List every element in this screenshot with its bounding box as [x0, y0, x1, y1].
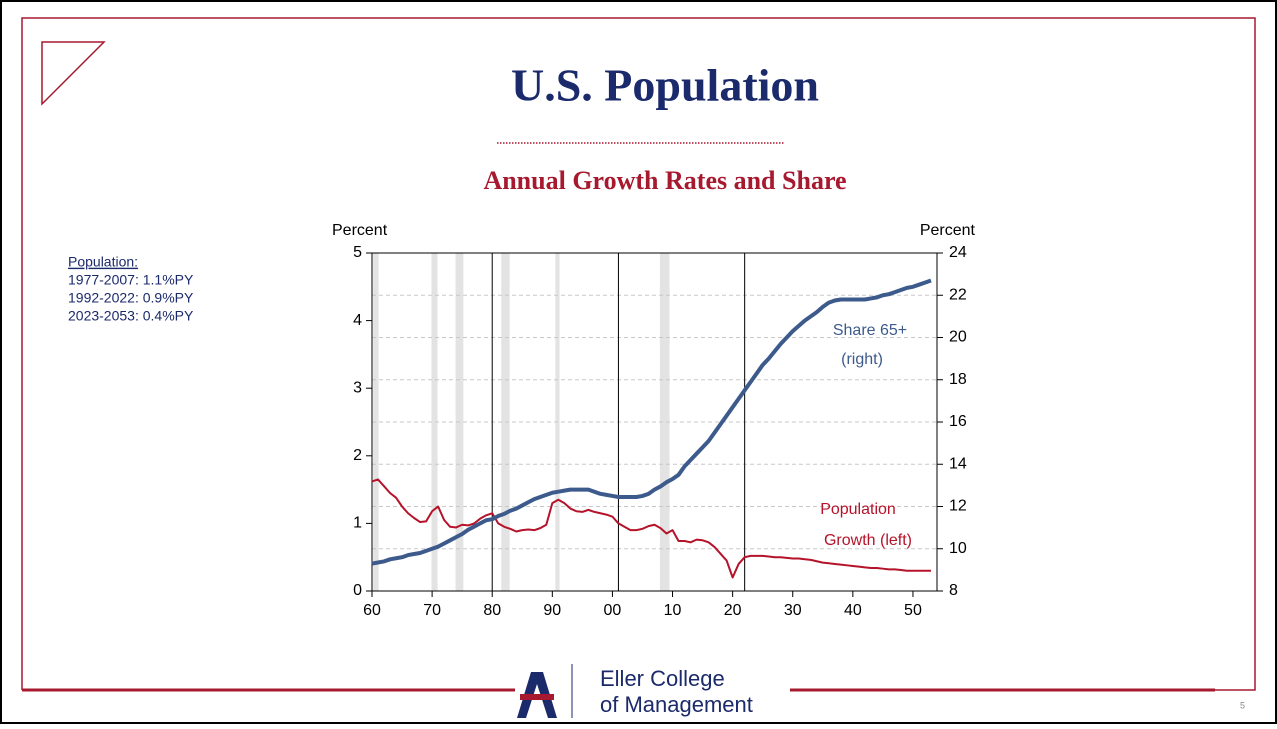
logo: Eller College of Management	[517, 664, 753, 718]
y-tick-label: 1	[353, 515, 362, 532]
y2-tick-label: 12	[949, 498, 967, 515]
shaded-period	[659, 253, 670, 591]
series-line	[371, 478, 931, 579]
note: 1992-2022: 0.9%PY	[68, 290, 194, 306]
shaded-period	[431, 253, 438, 591]
y2-tick-label: 8	[949, 582, 958, 599]
y2-tick-label: 22	[949, 286, 967, 303]
y2-tick-label: 10	[949, 540, 967, 557]
y-tick-label: 2	[353, 447, 362, 464]
y2-tick-label: 24	[949, 244, 967, 261]
x-tick-label: 00	[604, 602, 622, 619]
y2-tick-label: 14	[949, 455, 967, 472]
x-tick-label: 50	[904, 602, 922, 619]
frame	[21, 17, 1256, 691]
annotation: Population	[820, 501, 896, 518]
logo-mark	[517, 672, 557, 718]
x-tick-label: 20	[724, 602, 742, 619]
x-tick-label: 30	[784, 602, 802, 619]
y-axis-label: Percent	[332, 222, 388, 239]
corner-triangle	[41, 41, 106, 106]
logo-text: of Management	[600, 692, 753, 717]
x-tick-label: 10	[664, 602, 682, 619]
notes-heading: Population:	[68, 254, 138, 270]
y2-tick-label: 18	[949, 371, 967, 388]
y2-tick-label: 16	[949, 413, 967, 430]
x-tick-label: 80	[483, 602, 501, 619]
y-tick-label: 5	[353, 244, 362, 261]
x-tick-label: 90	[543, 602, 561, 619]
x-tick-label: 60	[363, 602, 381, 619]
annotation: (right)	[841, 351, 883, 368]
note: 1977-2007: 1.1%PY	[68, 272, 194, 288]
logo-text: Eller College	[600, 666, 725, 691]
logo-mark	[520, 694, 554, 700]
note: 2023-2053: 0.4%PY	[68, 308, 194, 324]
annotation: Growth (left)	[824, 532, 912, 549]
annotation: Share 65+	[833, 322, 907, 339]
y2-tick-label: 20	[949, 329, 967, 346]
slide-title: U.S. Population	[511, 60, 819, 111]
y-tick-label: 4	[353, 312, 362, 329]
x-tick-label: 70	[423, 602, 441, 619]
x-tick-label: 40	[844, 602, 862, 619]
y2-axis-label: Percent	[920, 222, 976, 239]
chart-title: Annual Growth Rates and Share	[483, 166, 846, 195]
page-number: 5	[1240, 700, 1245, 710]
series-line	[371, 278, 932, 566]
y-tick-label: 3	[353, 379, 362, 396]
y-tick-label: 0	[353, 582, 362, 599]
